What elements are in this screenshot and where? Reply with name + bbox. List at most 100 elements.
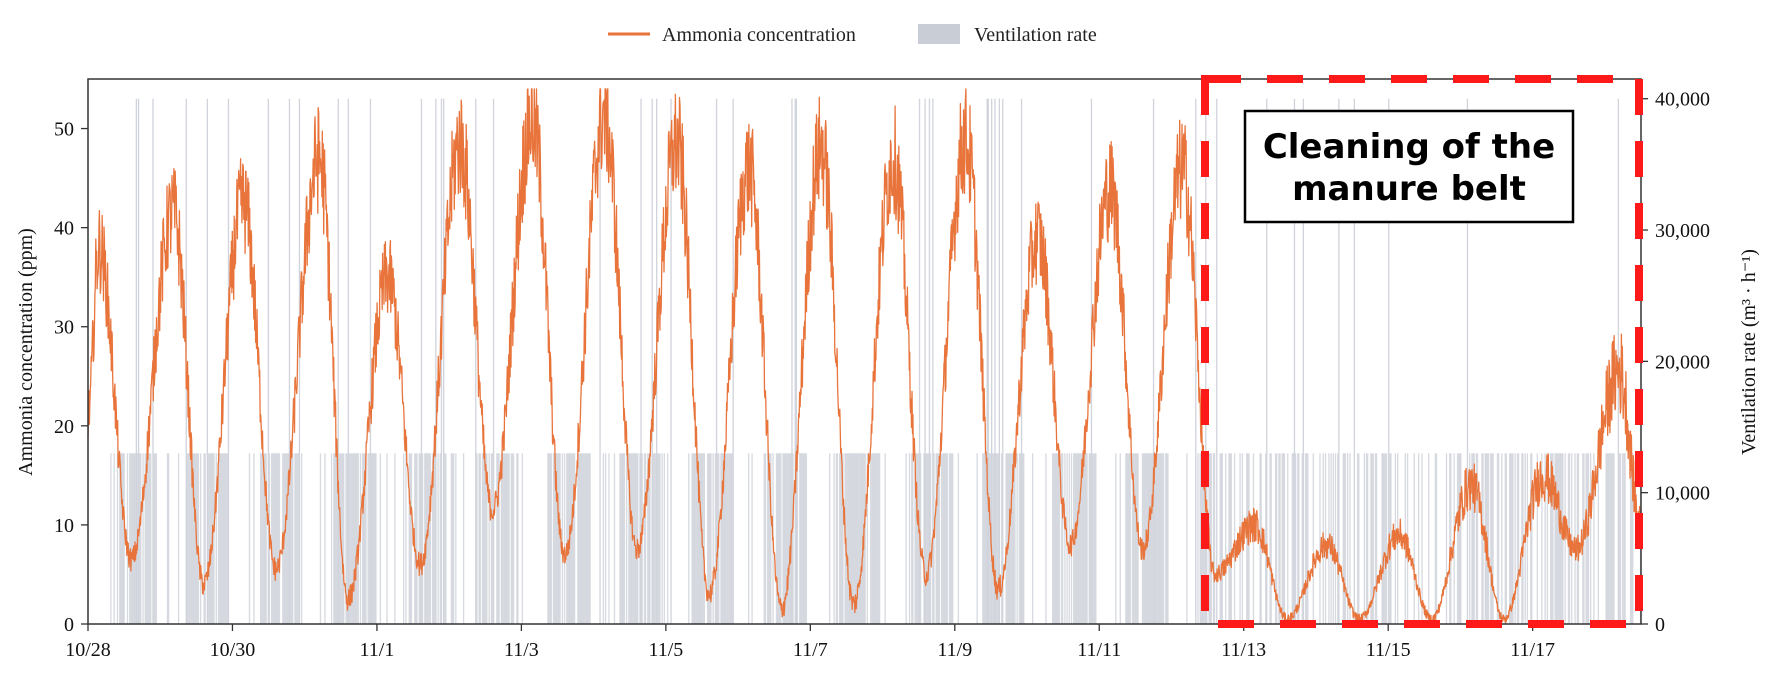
- ventilation-bar: [875, 453, 877, 624]
- x-axis: 10/28 10/30 11/1 11/3 11/5 11/7 11/9 11/11 11/13…: [65, 624, 1555, 661]
- cleaning-label-line-2: manure belt: [1292, 169, 1526, 209]
- ventilation-bar: [213, 453, 215, 624]
- ventilation-bar: [144, 453, 146, 624]
- ventilation-bar: [1150, 453, 1153, 624]
- ventilation-bar: [552, 453, 555, 624]
- ammonia-series-line: [87, 88, 1642, 625]
- ventilation-bar: [191, 453, 193, 624]
- ventilation-bar: [1274, 453, 1277, 624]
- ventilation-bar: [1088, 453, 1090, 624]
- ventilation-bar: [1294, 453, 1297, 624]
- ventilation-bar: [550, 453, 552, 624]
- ventilation-bar: [553, 453, 556, 624]
- ventilation-bar: [573, 453, 576, 624]
- ventilation-bar: [1370, 453, 1372, 624]
- ventilation-bar: [362, 453, 364, 624]
- ventilation-bar: [1476, 453, 1479, 624]
- ventilation-bar: [1014, 453, 1016, 624]
- ventilation-bar: [134, 453, 136, 624]
- ventilation-bar: [714, 453, 717, 624]
- ventilation-bar: [1612, 453, 1614, 624]
- cleaning-label-line-1: Cleaning of the: [1263, 127, 1555, 167]
- ventilation-bar: [132, 453, 134, 624]
- ventilation-bar: [951, 453, 953, 624]
- ventilation-bar: [110, 453, 112, 624]
- ventilation-bar: [1058, 453, 1060, 624]
- ventilation-bar: [1319, 453, 1321, 624]
- ventilation-bar: [632, 453, 635, 624]
- ventilation-bar: [123, 453, 125, 624]
- ventilation-bar: [802, 453, 804, 624]
- ventilation-bar: [1312, 453, 1315, 624]
- ventilation-bar: [698, 453, 700, 624]
- ventilation-bar: [120, 453, 122, 624]
- ventilation-bar: [1125, 453, 1127, 624]
- ventilation-bar: [147, 453, 150, 624]
- ventilation-bar: [409, 453, 412, 624]
- ventilation-bar: [455, 453, 457, 624]
- ventilation-bar: [1337, 453, 1339, 624]
- ventilation-bar: [613, 453, 616, 624]
- ventilation-bar: [288, 98, 291, 624]
- ventilation-bar: [1381, 453, 1383, 624]
- ventilation-bar: [726, 453, 729, 624]
- ventilation-bar: [1212, 453, 1215, 624]
- ventilation-bar: [1487, 453, 1490, 624]
- ventilation-bar: [289, 453, 292, 624]
- ventilation-bar: [944, 453, 946, 624]
- ventilation-bar: [782, 453, 784, 624]
- ventilation-bar: [285, 453, 287, 624]
- ventilation-bar: [1128, 453, 1130, 624]
- ventilation-bar: [439, 453, 441, 624]
- ventilation-bar: [602, 453, 605, 624]
- ventilation-bar: [197, 453, 200, 624]
- ventilation-bar: [644, 453, 647, 624]
- ventilation-bar: [121, 453, 123, 624]
- y-left-tick-label: 50: [54, 119, 74, 141]
- ventilation-bar: [1119, 453, 1121, 624]
- ventilation-bar: [225, 453, 227, 624]
- ventilation-bar: [789, 453, 791, 624]
- y-right-tick-label: 40,000: [1655, 89, 1710, 111]
- ventilation-bar: [1512, 453, 1514, 624]
- ventilation-bar: [622, 453, 625, 624]
- ventilation-bar: [1560, 453, 1562, 624]
- ventilation-bar: [353, 453, 355, 624]
- ventilation-bar: [1481, 453, 1483, 624]
- ventilation-bar: [1080, 453, 1083, 624]
- ventilation-bar: [731, 453, 733, 624]
- ventilation-bar: [1330, 453, 1332, 624]
- ventilation-bar: [408, 453, 410, 624]
- ventilation-bar: [804, 453, 806, 624]
- y-left-tick-label: 30: [54, 317, 74, 339]
- ventilation-bar: [784, 453, 786, 624]
- ventilation-bar: [410, 453, 413, 624]
- ventilation-bar: [976, 453, 978, 624]
- ventilation-bar: [649, 453, 651, 624]
- ventilation-bar: [770, 453, 772, 624]
- ventilation-bar: [928, 98, 931, 624]
- ventilation-bar: [1521, 453, 1523, 624]
- ventilation-bar: [703, 453, 706, 624]
- ventilation-bar: [984, 453, 986, 624]
- ventilation-bar: [1491, 453, 1493, 624]
- ventilation-bar: [1307, 453, 1309, 624]
- ventilation-bar: [1077, 453, 1079, 624]
- ventilation-bar: [1384, 453, 1387, 624]
- ventilation-bar: [878, 453, 881, 624]
- ventilation-bar: [1374, 453, 1377, 624]
- ventilation-bar: [149, 453, 151, 624]
- ventilation-bar: [1472, 453, 1474, 624]
- ventilation-bar: [224, 453, 226, 624]
- ventilation-bar: [261, 453, 263, 624]
- ventilation-bar: [1496, 453, 1499, 624]
- ventilation-bar: [559, 453, 561, 624]
- ventilation-bar: [993, 453, 995, 624]
- ventilation-bar: [1606, 453, 1608, 624]
- ventilation-bar: [517, 453, 519, 624]
- ventilation-bar: [946, 453, 948, 624]
- ventilation-bar: [193, 453, 195, 624]
- ventilation-bar: [1435, 453, 1438, 624]
- ventilation-bar: [914, 453, 916, 624]
- ventilation-bar: [1157, 453, 1159, 624]
